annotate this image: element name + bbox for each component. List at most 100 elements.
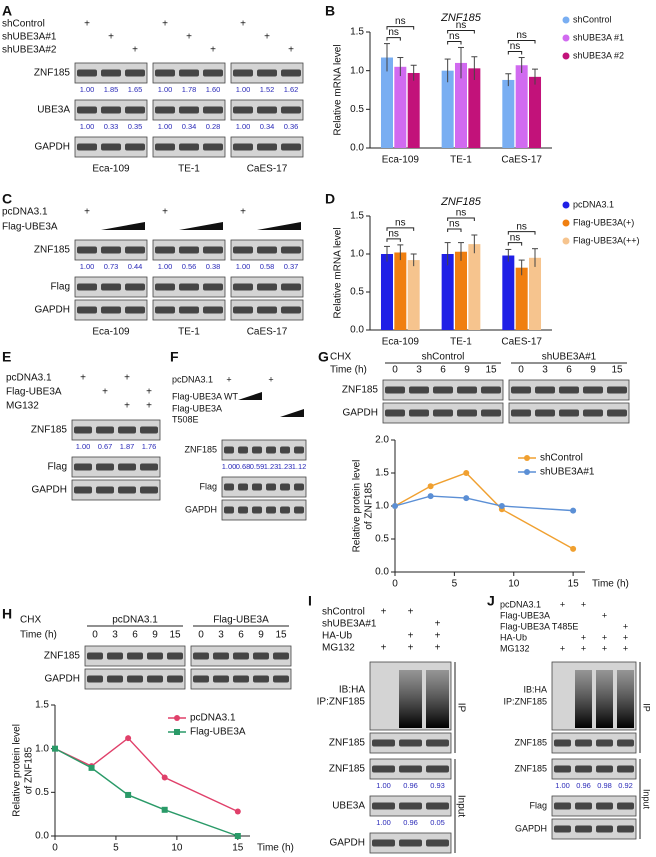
- quant: 0.34: [260, 122, 275, 131]
- quant: 1.00: [222, 462, 237, 471]
- quant: 0.34: [182, 122, 197, 131]
- point: [52, 745, 58, 752]
- treatment-label: shControl: [322, 607, 365, 618]
- y-tick-label: 1.0: [375, 501, 389, 512]
- band: [257, 106, 277, 114]
- band: [147, 675, 163, 683]
- band: [511, 386, 531, 394]
- wedge: [179, 222, 223, 230]
- row-label: GAPDH: [31, 485, 67, 496]
- band: [554, 825, 571, 833]
- treatment-mark: 15: [485, 365, 497, 376]
- header-group: shControl: [422, 352, 465, 363]
- band: [281, 306, 301, 314]
- band: [77, 306, 97, 314]
- y-axis-label: Relative mRNA level: [333, 44, 344, 135]
- quant: 0.37: [284, 262, 299, 271]
- treatment-mark: +: [602, 643, 607, 653]
- band: [575, 765, 592, 773]
- chart-title: ZNF185: [440, 12, 482, 24]
- sig-bracket: [447, 217, 475, 221]
- band: [559, 386, 579, 394]
- band: [266, 446, 276, 454]
- band: [155, 283, 175, 291]
- sig-bracket: [507, 51, 523, 55]
- treatment-mark: +: [210, 45, 216, 56]
- treatment-mark: +: [381, 607, 387, 618]
- group-label: Eca-109: [92, 327, 130, 338]
- band: [596, 739, 613, 747]
- bar: [468, 68, 481, 148]
- band: [179, 69, 199, 77]
- bar: [407, 72, 420, 148]
- treatment-mark: +: [408, 631, 414, 642]
- band: [617, 739, 634, 747]
- quant: 1.78: [182, 85, 197, 94]
- quant: 1.76: [142, 442, 157, 451]
- treatment-mark: 6: [566, 365, 572, 376]
- quant: 1.00: [80, 262, 95, 271]
- header-group: shUBE3A#1: [542, 352, 597, 363]
- legend-marker: [562, 16, 570, 24]
- row-label: GAPDH: [34, 305, 70, 316]
- band: [125, 106, 145, 114]
- blot-box: [551, 732, 637, 754]
- band: [575, 802, 592, 810]
- x-tick-label: Eca-109: [382, 337, 420, 348]
- wedge: [280, 409, 304, 417]
- bar: [380, 254, 393, 330]
- point: [427, 493, 434, 500]
- band: [575, 739, 592, 747]
- row-label: ZNF185: [329, 764, 366, 775]
- quant: 1.65: [128, 85, 143, 94]
- legend-marker: [562, 219, 570, 227]
- header-group: pcDNA3.1: [112, 615, 158, 626]
- band: [273, 675, 289, 683]
- band: [203, 283, 223, 291]
- band: [372, 739, 395, 747]
- y-tick-label: 1.5: [350, 27, 364, 38]
- header-label: CHX: [330, 352, 351, 363]
- treatment-label: Flag-UBE3A WT: [172, 391, 239, 401]
- treatment-mark: +: [162, 19, 168, 30]
- band: [233, 675, 249, 683]
- treatment-label: shUBE3A#2: [2, 45, 57, 56]
- quant: 0.96: [403, 818, 418, 827]
- header-label: CHX: [20, 615, 41, 626]
- legend-label: shUBE3A#1: [540, 467, 595, 478]
- band: [77, 106, 97, 114]
- ub-smear: [399, 670, 422, 728]
- point: [125, 735, 132, 742]
- panel-letter: A: [2, 3, 12, 19]
- treatment-mark: +: [581, 643, 586, 653]
- band: [281, 143, 301, 151]
- band: [433, 409, 453, 417]
- x-tick-label: Eca-109: [382, 155, 420, 166]
- band: [426, 739, 449, 747]
- quant: 0.68: [236, 462, 251, 471]
- treatment-label: shUBE3A#1: [2, 32, 57, 43]
- band: [87, 652, 103, 660]
- treatment-mark: +: [108, 32, 114, 43]
- sig-bracket: [386, 227, 415, 231]
- x-tick-label: 0: [52, 843, 58, 854]
- treatment-mark: 15: [275, 630, 287, 641]
- bar: [515, 65, 528, 148]
- x-tick-label: CaES-17: [501, 155, 542, 166]
- treatment-label: MG132: [322, 643, 355, 654]
- series-line: [394, 472, 574, 550]
- legend-marker: [562, 237, 570, 245]
- treatment-mark: +: [84, 207, 90, 218]
- band: [224, 506, 234, 514]
- treatment-mark: +: [581, 599, 586, 609]
- treatment-label: HA-Ub: [322, 631, 352, 642]
- band: [77, 283, 97, 291]
- band: [385, 386, 405, 394]
- blot-box: [551, 818, 637, 840]
- band: [167, 675, 183, 683]
- group-label: CaES-17: [247, 327, 288, 338]
- treatment-mark: +: [124, 401, 130, 412]
- band: [294, 506, 304, 514]
- band: [280, 483, 290, 491]
